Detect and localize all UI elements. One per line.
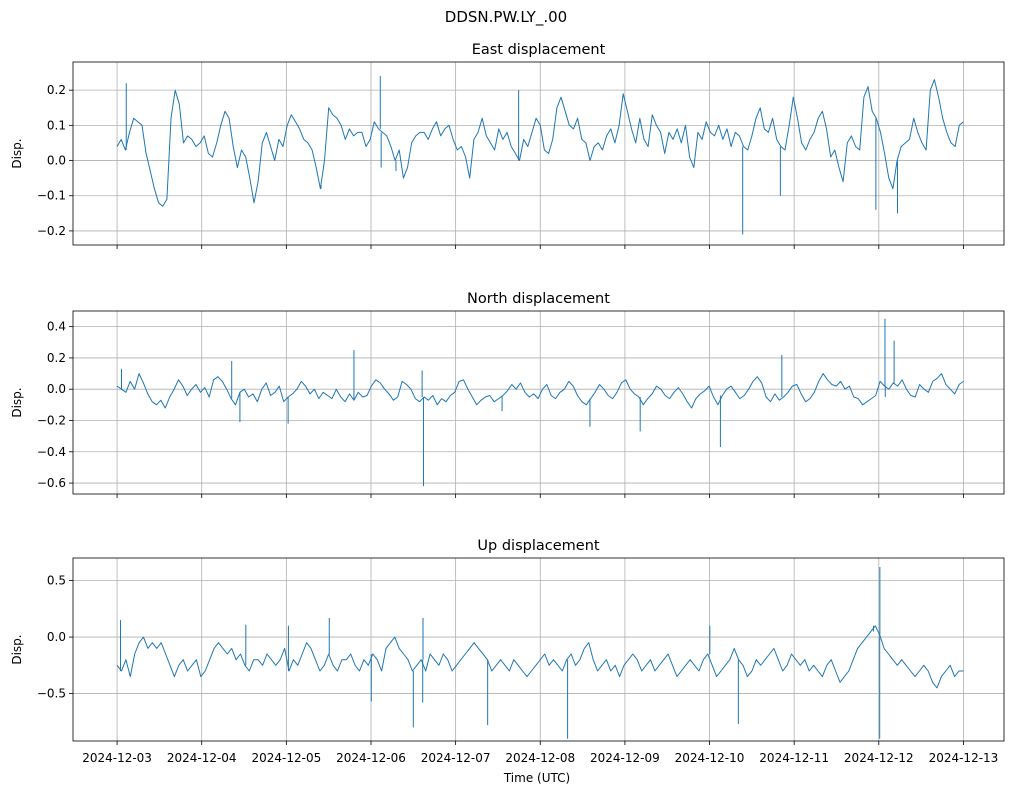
y-axis-label: Disp. bbox=[10, 634, 24, 664]
x-tick-label: 2024-12-06 bbox=[336, 751, 406, 765]
y-tick-label: 0.1 bbox=[47, 118, 66, 132]
x-tick-label: 2024-12-11 bbox=[759, 751, 829, 765]
y-axis-label: Disp. bbox=[10, 387, 24, 417]
panel-title: North displacement bbox=[467, 291, 610, 307]
x-tick-label: 2024-12-05 bbox=[251, 751, 321, 765]
y-axis-label: Disp. bbox=[10, 138, 24, 168]
x-tick-label: 2024-12-09 bbox=[590, 751, 660, 765]
y-tick-label: 0.2 bbox=[47, 83, 66, 97]
north-displacement-panel: −0.6 −0.4 −0.2 0.0 0.2 0.4 North displacement D… bbox=[10, 291, 1005, 498]
panel-title: Up displacement bbox=[477, 538, 599, 554]
x-tick-label: 2024-12-10 bbox=[675, 751, 745, 765]
x-tick-label: 2024-12-03 bbox=[82, 751, 152, 765]
y-tick-label: 0.0 bbox=[47, 630, 66, 644]
axes-frame bbox=[72, 557, 1005, 742]
y-tick-label: −0.1 bbox=[37, 189, 66, 203]
y-tick-label: 0.5 bbox=[47, 574, 66, 588]
panel-title: East displacement bbox=[472, 42, 606, 58]
figure-title: DDSN.PW.LY_.00 bbox=[444, 8, 568, 26]
y-tick-label: −0.4 bbox=[37, 445, 66, 459]
y-tick-label: −0.2 bbox=[37, 224, 66, 238]
displacement-series-line bbox=[116, 79, 964, 207]
up-displacement-panel: −0.5 0.0 0.5 2024-12-03 2024-12-04 2024-12-05… bbox=[10, 538, 1005, 765]
east-displacement-panel: −0.2 −0.1 0.0 0.1 0.2 East displacement Disp. bbox=[10, 42, 1005, 249]
x-tick-label: 2024-12-13 bbox=[929, 751, 999, 765]
x-tick-label: 2024-12-04 bbox=[167, 751, 237, 765]
axes-frame bbox=[72, 310, 1005, 495]
x-axis-label: Time (UTC) bbox=[503, 771, 570, 785]
y-tick-label: −0.6 bbox=[37, 476, 66, 490]
y-tick-label: 0.4 bbox=[47, 320, 66, 334]
y-tick-label: −0.5 bbox=[37, 687, 66, 701]
x-tick-label: 2024-12-07 bbox=[421, 751, 491, 765]
y-tick-label: 0.0 bbox=[47, 154, 66, 168]
y-tick-label: 0.2 bbox=[47, 351, 66, 365]
axes-frame bbox=[72, 61, 1005, 246]
y-tick-label: 0.0 bbox=[47, 382, 66, 396]
x-tick-label: 2024-12-12 bbox=[844, 751, 914, 765]
x-tick-label: 2024-12-08 bbox=[505, 751, 575, 765]
y-tick-label: −0.2 bbox=[37, 413, 66, 427]
displacement-series-line bbox=[116, 625, 964, 689]
displacement-series-line bbox=[116, 373, 964, 409]
